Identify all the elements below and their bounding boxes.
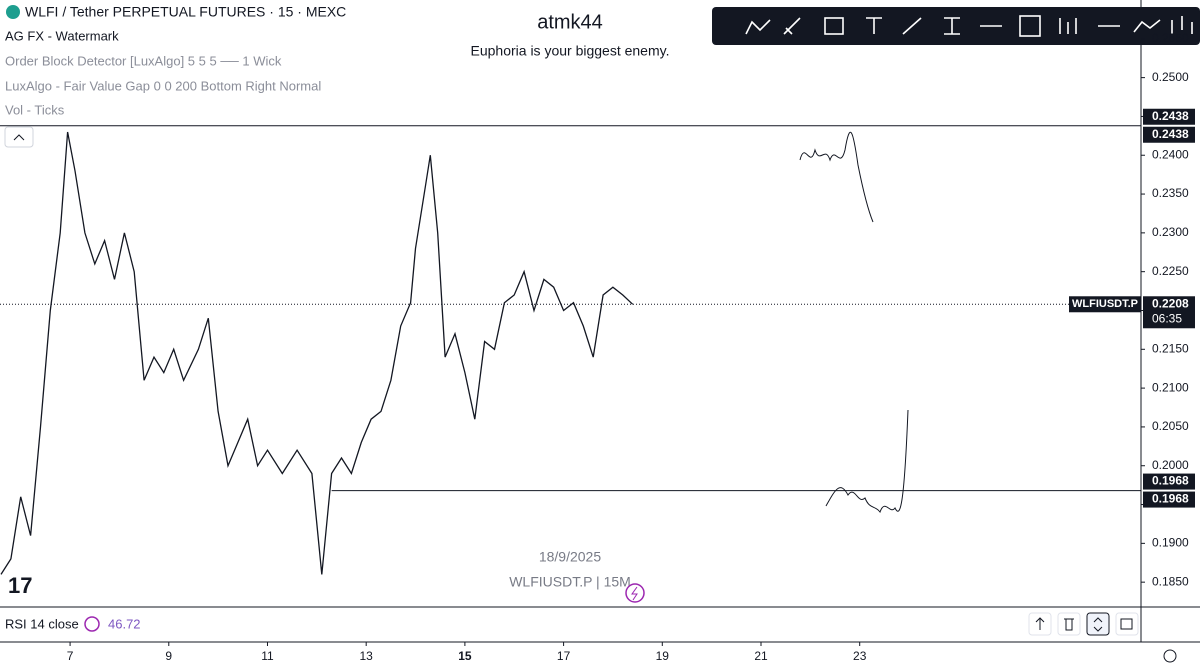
tool[interactable]	[866, 17, 882, 34]
button[interactable]	[1086, 612, 1110, 636]
pane-buttons	[1028, 612, 1139, 636]
indicator[interactable]: AG FX - Watermark	[5, 28, 119, 43]
tool[interactable]	[1171, 16, 1193, 34]
indicator[interactable]: Order Block Detector [LuxAlgo] 5 5 5 ── …	[5, 53, 282, 68]
x-tick-label: 15	[458, 649, 472, 663]
level-label: 0.1968	[1152, 492, 1189, 506]
indicator[interactable]: LuxAlgo - Fair Value Gap 0 0 200 Bottom …	[5, 78, 321, 93]
x-tick-label: 23	[853, 649, 867, 663]
y-tick-label: 0.2250	[1152, 264, 1189, 278]
y-tick-label: 0.2350	[1152, 186, 1189, 200]
level-label-bg	[1143, 473, 1195, 490]
collapse-icon	[13, 134, 25, 141]
drawing	[825, 409, 909, 514]
level-label: 0.1968	[1152, 474, 1189, 488]
x-tick-label: 7	[67, 649, 74, 663]
drawing	[799, 131, 874, 223]
tool[interactable]	[1133, 19, 1161, 33]
x-tick-label: 19	[656, 649, 670, 663]
tool[interactable]	[944, 17, 960, 35]
collapse-button[interactable]	[4, 126, 34, 148]
level-label: 0.2438	[1152, 127, 1189, 141]
symbol-tag-bg	[1069, 296, 1141, 313]
level-label: 0.2438	[1152, 109, 1189, 123]
x-tick-label: 17	[557, 649, 571, 663]
alert-bolt	[631, 586, 638, 601]
price-line	[0, 131, 634, 575]
rsi-label: RSI 14 close	[5, 616, 79, 631]
y-tick-label: 0.1900	[1152, 536, 1189, 550]
x-tick-label: 21	[754, 649, 768, 663]
countdown: 06:35	[1152, 311, 1182, 325]
y-tick-label: 0.2300	[1152, 225, 1189, 239]
tool[interactable]	[824, 17, 844, 35]
y-tick-label: 0.2150	[1152, 341, 1189, 355]
tool[interactable]	[1059, 18, 1077, 34]
y-tick-label: 0.2100	[1152, 380, 1189, 394]
symbol-icon	[6, 5, 20, 19]
level-label-bg	[1143, 491, 1195, 508]
x-tick-label: 13	[360, 649, 374, 663]
button-icon	[1120, 618, 1133, 630]
last-price: 0.2208	[1152, 296, 1189, 310]
rsi-value: 46.72	[108, 616, 141, 631]
watermark-date: 18/9/2025	[539, 549, 601, 565]
tool[interactable]	[1019, 15, 1041, 37]
indicator[interactable]: Vol - Ticks	[5, 102, 65, 117]
watermark-subtitle: Euphoria is your biggest enemy.	[471, 43, 670, 59]
tv-logo: 17	[8, 573, 32, 598]
level-label-bg	[1143, 108, 1195, 125]
settings-icon[interactable]	[1163, 649, 1177, 663]
y-tick-label: 0.2050	[1152, 419, 1189, 433]
y-tick-label: 0.2400	[1152, 147, 1189, 161]
y-tick-label: 0.2500	[1152, 70, 1189, 84]
symbol-title: WLFI / Tether PERPETUAL FUTURES · 15 · M…	[25, 4, 346, 20]
y-tick-label: 0.2000	[1152, 458, 1189, 472]
level-label-bg	[1143, 126, 1195, 143]
tool[interactable]	[783, 17, 801, 35]
rsi-icon	[84, 616, 100, 632]
y-tick-label: 0.1850	[1152, 574, 1189, 588]
watermark-title: atmk44	[537, 11, 603, 33]
tool[interactable]	[745, 19, 771, 35]
x-tick-label: 9	[165, 649, 172, 663]
x-tick-label: 11	[261, 649, 274, 663]
y-tick-label: 0.2550	[1152, 31, 1189, 45]
button-icon	[1035, 617, 1103, 632]
toolbar-icons	[745, 15, 1193, 37]
last-price-bg	[1143, 296, 1195, 329]
watermark-symbol: WLFIUSDT.P | 15M	[509, 574, 631, 590]
button[interactable]	[1057, 612, 1081, 636]
alert-icon[interactable]	[625, 583, 645, 603]
symbol-tag: WLFIUSDT.P	[1072, 298, 1138, 310]
button[interactable]	[1115, 612, 1139, 636]
drawing-toolbar	[712, 7, 1200, 45]
tool[interactable]	[902, 17, 922, 35]
